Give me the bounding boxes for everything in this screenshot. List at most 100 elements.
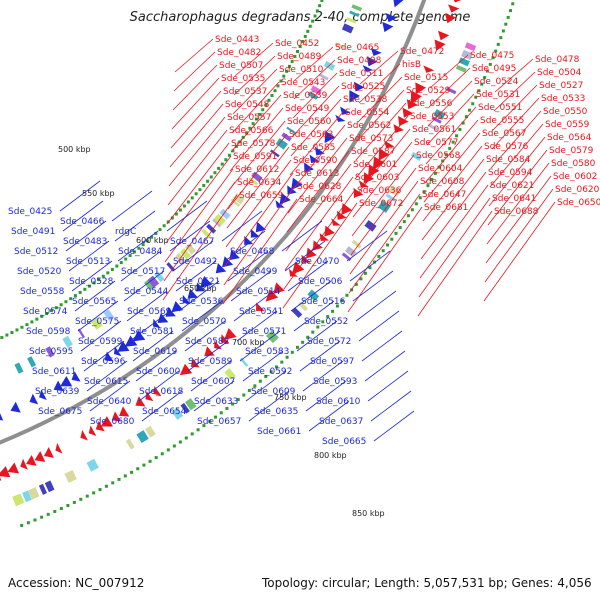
forward-leader-line — [357, 76, 403, 123]
reverse-leader-line — [281, 220, 323, 252]
reverse-feature-arrow — [250, 228, 260, 238]
gc-tick-inner — [20, 325, 24, 329]
gc-tick-inner — [267, 98, 271, 102]
reverse-leader-line — [284, 240, 326, 272]
gc-tick-outer — [406, 214, 410, 218]
gc-tick-outer — [306, 335, 310, 339]
gc-tick-outer — [394, 231, 398, 235]
forward-gene-label: Sde_0498 — [337, 56, 382, 66]
forward-leader-line — [347, 206, 423, 313]
gc-tick-inner — [206, 179, 210, 183]
reverse-leader-line — [308, 400, 350, 432]
forward-leader-line — [222, 198, 298, 305]
reverse-leader-line — [184, 320, 226, 352]
forward-leader-line — [226, 146, 290, 229]
forward-leader-line — [285, 163, 352, 252]
category-block-inner — [90, 317, 103, 330]
category-block-outer — [125, 438, 135, 450]
forward-gene-label: Sde_0594 — [488, 168, 533, 178]
gc-tick-outer — [458, 127, 462, 131]
forward-gene-label: Sde_0681 — [424, 203, 468, 213]
reverse-leader-line — [248, 390, 290, 422]
category-block-outer — [427, 123, 438, 131]
forward-leader-line — [354, 115, 409, 180]
gc-tick-inner — [224, 158, 228, 162]
reverse-gene-label: Sde_0600 — [136, 367, 181, 377]
reverse-feature-arrow — [229, 249, 240, 261]
reverse-gene-label: Sde_0575 — [75, 317, 119, 327]
category-block-outer — [351, 239, 362, 249]
forward-feature-arrow — [100, 416, 113, 427]
gc-tick-inner — [101, 274, 105, 278]
forward-leader-line — [291, 85, 340, 138]
forward-gene-label: Sde_0482 — [217, 48, 261, 58]
category-block-outer — [22, 490, 32, 503]
gc-tick-inner — [303, 34, 307, 38]
gc-tick-outer — [202, 424, 206, 428]
gc-tick-inner — [315, 9, 319, 13]
gc-tick-inner — [110, 267, 114, 271]
reverse-gene-label: Sde_0483 — [63, 237, 107, 247]
gc-tick-outer — [154, 456, 158, 460]
gc-tick-inner — [54, 306, 58, 310]
gc-tick-outer — [468, 108, 472, 112]
forward-leader-line — [234, 42, 274, 77]
gc-tick-outer — [455, 134, 459, 138]
forward-leader-line — [173, 51, 216, 92]
forward-feature-arrow — [402, 107, 414, 118]
forward-feature-arrow — [448, 4, 460, 13]
forward-gene-label: Sde_0602 — [553, 172, 597, 182]
backbone-ring — [0, 0, 427, 445]
reverse-gene-label: Sde_0618 — [139, 387, 184, 397]
forward-gene-label: Sde_0584 — [486, 155, 531, 165]
forward-leader-line — [490, 110, 542, 169]
forward-leader-line — [487, 149, 548, 226]
gc-tick-inner — [178, 208, 182, 212]
forward-leader-line — [429, 54, 469, 89]
reverse-gene-label: Sde_0657 — [197, 417, 241, 427]
gc-tick-outer — [441, 159, 445, 163]
forward-gene-label: Sde_0559 — [545, 120, 590, 130]
forward-gene-label: Sde_0573 — [349, 134, 393, 144]
forward-feature-arrow — [179, 363, 193, 376]
reverse-leader-line — [290, 280, 332, 312]
reverse-feature-arrow — [10, 401, 21, 413]
gc-tick-inner — [285, 69, 289, 73]
reverse-leader-line — [367, 370, 409, 402]
reverse-leader-line — [117, 230, 159, 262]
reverse-feature-arrow — [182, 294, 191, 304]
gc-tick-inner — [92, 281, 96, 285]
gc-tick-outer — [398, 226, 402, 230]
reverse-feature-arrow — [157, 312, 169, 324]
reverse-leader-line — [364, 350, 406, 382]
gc-tick-inner — [35, 317, 39, 321]
reverse-gene-label: Sde_0565 — [72, 297, 116, 307]
kbp-label: 600 kbp — [136, 236, 169, 245]
gc-tick-outer — [166, 448, 170, 452]
gc-tick-outer — [433, 171, 437, 175]
gc-tick-outer — [59, 506, 63, 510]
category-block-outer — [12, 493, 25, 507]
gc-tick-inner — [69, 297, 73, 301]
gc-tick-outer — [123, 474, 127, 478]
reverse-gene-label: Sde_0665 — [322, 437, 366, 447]
category-block-inner — [14, 362, 24, 374]
gc-tick-outer — [142, 463, 146, 467]
gc-tick-inner — [182, 204, 186, 208]
forward-feature-arrow — [265, 289, 279, 302]
reverse-gene-label: Sde_0569 — [127, 307, 172, 317]
forward-gene-label: Sde_0539 — [283, 91, 328, 101]
gc-tick-inner — [78, 290, 82, 294]
gc-tick-inner — [15, 328, 19, 332]
reverse-gene-label: Sde_0598 — [26, 327, 71, 337]
reverse-gene-label: Sde_0654 — [142, 407, 187, 417]
gc-tick-inner — [293, 54, 297, 58]
reverse-gene-label: Sde_0592 — [248, 367, 292, 377]
reverse-feature-arrow — [382, 21, 394, 33]
gc-tick-outer — [491, 56, 495, 60]
gc-tick-outer — [345, 293, 349, 297]
forward-gene-label: Sde_0533 — [541, 94, 585, 104]
kbp-label: 500 kbp — [58, 145, 91, 154]
reverse-gene-label: Sde_0517 — [121, 267, 165, 277]
